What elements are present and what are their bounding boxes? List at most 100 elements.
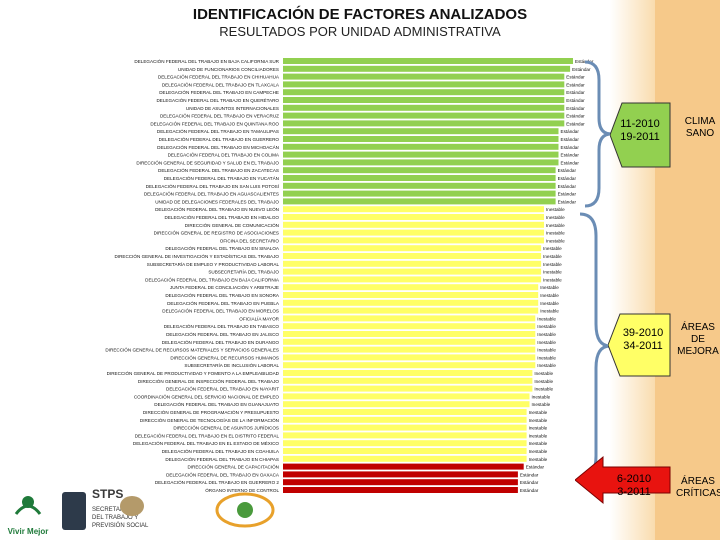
bar-value-label: Estándar	[558, 168, 577, 173]
bar	[283, 401, 530, 408]
category-label: DELEGACIÓN FEDERAL DEL TRABAJO EN OAXACA	[166, 471, 280, 477]
category-label: DIRECCIÓN GENERAL DE ASUNTOS JURÍDICOS	[173, 425, 279, 431]
category-label: SUBSECRETARÍA DE INCLUSIÓN LABORAL	[184, 362, 279, 368]
stps-name: STPS	[92, 487, 124, 501]
bar-value-label: Estándar	[526, 465, 545, 470]
bar-value-label: Inestable	[537, 340, 556, 345]
bar	[283, 284, 539, 291]
bar-value-label: Inestable	[529, 410, 548, 415]
category-label: JUNTA FEDERAL DE CONCILIACIÓN Y ARBITRAJ…	[170, 284, 279, 290]
category-label: DIRECCIÓN GENERAL DE PRODUCTIVIDAD Y FOM…	[107, 370, 280, 376]
yellow-label-1: ÁREAS	[681, 322, 715, 333]
bar-value-label: Inestable	[546, 223, 565, 228]
category-label: DELEGACIÓN FEDERAL DEL TRABAJO EN AGUASC…	[144, 191, 279, 197]
category-label: DELEGACIÓN FEDERAL DEL TRABAJO EN CHIAPA…	[165, 456, 279, 462]
page-subtitle: RESULTADOS POR UNIDAD ADMINISTRATIVA	[219, 24, 501, 39]
category-label: DELEGACIÓN FEDERAL DEL TRABAJO EN CAMPEC…	[159, 89, 279, 95]
bar	[283, 65, 571, 72]
category-label: DELEGACIÓN FEDERAL DEL TRABAJO EN NUEVO …	[155, 206, 279, 212]
bar-value-label: Estándar	[558, 184, 577, 189]
bar-value-label: Inestable	[529, 441, 548, 446]
bar-value-label: Estándar	[561, 129, 580, 134]
yellow-callout-shape	[608, 313, 671, 377]
bar-value-label: Inestable	[543, 262, 562, 267]
bar	[283, 112, 565, 119]
category-label: DIRECCIÓN GENERAL DE RECURSOS HUMANOS	[170, 354, 279, 360]
bar-value-label: Estándar	[520, 480, 539, 485]
bar-value-label: Inestable	[543, 270, 562, 275]
category-label: COORDINACIÓN GENERAL DEL SERVICIO NACION…	[134, 393, 280, 399]
category-label: UNIDAD DE ASUNTOS INTERNACIONALES	[186, 106, 279, 111]
bar	[283, 214, 544, 220]
bar	[283, 128, 559, 135]
bar-value-label: Inestable	[540, 309, 559, 314]
bar-value-label: Inestable	[532, 402, 551, 407]
bar-value-label: Inestable	[546, 238, 565, 243]
green-callout-shape	[610, 102, 671, 168]
category-label: OFICIALÍA MAYOR	[239, 315, 279, 321]
bar	[283, 455, 527, 462]
category-label: DIRECCIÓN GENERAL DE SEGURIDAD Y SALUD E…	[136, 159, 279, 165]
category-label: DELEGACIÓN FEDERAL DEL TRABAJO EN YUCATÁ…	[164, 175, 279, 181]
bar	[283, 487, 518, 493]
bar	[283, 440, 527, 447]
bar	[283, 299, 539, 306]
bar-value-label: Estándar	[561, 153, 580, 158]
bar-value-label: Estándar	[566, 98, 585, 103]
category-label: DIRECCIÓN GENERAL DE TECNOLOGÍAS DE LA I…	[140, 417, 279, 423]
category-label: DELEGACIÓN FEDERAL DEL TRABAJO EN GUERRE…	[159, 136, 280, 142]
bar	[283, 424, 527, 431]
bar	[283, 159, 559, 166]
category-label: DELEGACIÓN FEDERAL DEL TRABAJO EN MICHOA…	[157, 144, 279, 150]
category-label: DELEGACIÓN FEDERAL DEL TRABAJO EN MORELO…	[162, 308, 279, 314]
yellow-callout-line1: 39-2010	[622, 327, 664, 339]
bar-value-label: Estándar	[575, 59, 594, 64]
bar-value-label: Estándar	[558, 199, 577, 204]
bar	[283, 268, 542, 275]
bar	[283, 323, 536, 330]
stps-line-1: SECRETARÍA	[92, 507, 130, 513]
bar	[283, 206, 544, 213]
category-label: DELEGACIÓN FEDERAL DEL TRABAJO EN JALISC…	[166, 331, 279, 337]
bar	[283, 432, 527, 439]
category-label: DELEGACIÓN FEDERAL DEL TRABAJO EN QUINTA…	[150, 120, 279, 126]
red-label-1: ÁREAS	[681, 476, 715, 487]
category-label: SUBSECRETARÍA DE EMPLEO Y PRODUCTIVIDAD …	[147, 261, 280, 267]
bar-value-label: Inestable	[543, 246, 562, 251]
bar	[283, 409, 527, 415]
category-label: DELEGACIÓN FEDERAL DEL TRABAJO EN EL DIS…	[135, 432, 280, 438]
stps-emblem	[62, 492, 86, 530]
bar-value-label: Estándar	[561, 137, 580, 142]
category-label: DELEGACIÓN FEDERAL DEL TRABAJO EN SAN LU…	[146, 183, 280, 189]
bar	[283, 377, 533, 384]
bar	[283, 136, 559, 142]
category-label: SUBSECRETARÍA DEL TRABAJO	[208, 269, 279, 275]
bar-value-label: Estándar	[561, 160, 580, 165]
bar	[283, 143, 559, 150]
bar	[283, 471, 518, 478]
bar	[283, 81, 565, 88]
bar-value-label: Estándar	[520, 488, 539, 493]
bar	[283, 362, 536, 369]
category-label: DIRECCIÓN GENERAL DE INVESTIGACIÓN Y EST…	[115, 253, 280, 259]
bar-value-label: Inestable	[540, 285, 559, 290]
bar	[283, 182, 556, 189]
bar-value-label: Estándar	[566, 90, 585, 95]
category-label: DELEGACIÓN FEDERAL DEL TRABAJO EN TAMAUL…	[157, 128, 279, 134]
bar-value-label: Inestable	[529, 449, 548, 454]
bar-value-label: Inestable	[537, 332, 556, 337]
bar-value-label: Estándar	[566, 121, 585, 126]
bar	[283, 245, 542, 252]
green-callout-line2: 19-2011	[620, 131, 660, 143]
bar	[283, 190, 556, 197]
bar	[283, 253, 542, 259]
bar-value-label: Estándar	[558, 176, 577, 181]
bar-value-label: Inestable	[546, 215, 565, 220]
campaign-logo	[215, 492, 275, 528]
category-label: DIRECCIÓN GENERAL DE COMUNICACIÓN	[185, 222, 279, 228]
category-label: DELEGACIÓN FEDERAL DEL TRABAJO EN BAJA C…	[145, 276, 280, 282]
bar	[283, 307, 539, 314]
bar-value-label: Estándar	[572, 67, 591, 72]
stps-line-3: PREVISIÓN SOCIAL	[92, 523, 149, 529]
red-label-2: CRÍTICAS	[676, 488, 720, 499]
